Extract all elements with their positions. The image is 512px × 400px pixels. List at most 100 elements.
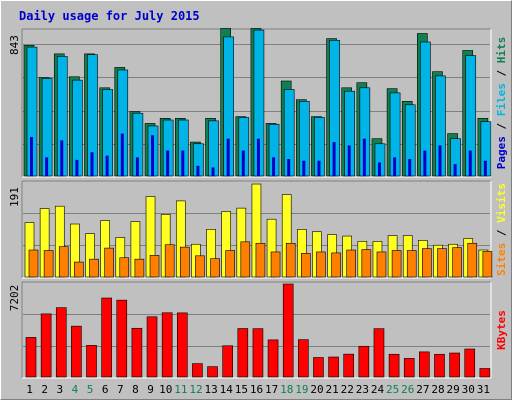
legend-entry-pages: Pages	[495, 136, 508, 169]
chart-title: Daily usage for July 2015	[19, 9, 200, 23]
x-tick-label: 22	[341, 383, 354, 396]
bar-kbytes-day-14	[222, 345, 233, 378]
bar-pages-day-4	[75, 159, 79, 176]
bar-kbytes-day-6	[101, 297, 112, 378]
bar-kbytes-day-1	[25, 337, 37, 378]
x-tick-label: 17	[265, 383, 278, 396]
bar-sites-day-14	[225, 250, 235, 278]
bar-pages-day-12	[196, 165, 200, 176]
bar-pages-day-10	[166, 150, 170, 176]
bar-pages-day-30	[468, 150, 472, 176]
bar-pages-day-3	[60, 140, 64, 176]
bar-kbytes-day-25	[388, 353, 400, 378]
bar-kbytes-day-31	[479, 368, 491, 378]
x-tick-label: 2	[41, 383, 48, 396]
x-tick-label: 28	[431, 383, 444, 396]
bar-pages-day-8	[135, 157, 139, 176]
bar-pages-day-26	[408, 159, 412, 176]
x-tick-label: 16	[250, 383, 263, 396]
bar-sites-day-30	[467, 242, 478, 278]
legend-entry-files: Files	[495, 83, 508, 116]
bar-kbytes-day-21	[328, 356, 339, 378]
x-tick-label: 23	[356, 383, 369, 396]
x-tick-label: 26	[401, 383, 414, 396]
bar-kbytes-day-13	[207, 366, 218, 378]
bar-pages-day-14	[226, 138, 230, 176]
bar-sites-day-10	[164, 244, 175, 278]
x-tick-label: 24	[371, 383, 385, 396]
legend-hits-files-pages: Pages / Files / Hits	[495, 37, 508, 170]
bar-sites-day-19	[301, 253, 311, 278]
bar-pages-day-25	[393, 157, 397, 176]
bar-pages-day-28	[438, 145, 442, 176]
bar-pages-day-19	[302, 160, 306, 176]
x-tick-label: 1	[26, 383, 33, 396]
bar-sites-day-13	[210, 258, 220, 278]
bar-sites-day-31	[482, 251, 493, 278]
bar-sites-day-18	[285, 242, 296, 278]
bar-sites-day-7	[119, 257, 130, 278]
bar-sites-day-24	[376, 251, 387, 278]
x-tick-label: 29	[447, 383, 460, 396]
bar-pages-day-17	[272, 157, 276, 176]
bar-sites-day-28	[437, 248, 447, 278]
bar-sites-day-22	[346, 249, 357, 278]
x-tick-label: 9	[147, 383, 154, 396]
bar-pages-day-5	[90, 152, 94, 176]
bar-kbytes-day-28	[434, 353, 445, 378]
bar-sites-day-11	[179, 246, 190, 278]
bar-kbytes-day-20	[313, 357, 324, 378]
bar-sites-day-9	[149, 255, 160, 278]
bar-kbytes-day-11	[176, 312, 188, 378]
bar-pages-day-13	[211, 167, 215, 176]
bar-kbytes-day-12	[192, 363, 203, 378]
bar-kbytes-day-8	[131, 327, 143, 378]
y-max-label-visits-sites: 191	[8, 187, 21, 207]
legend-kbytes: KBytes	[495, 310, 508, 350]
x-tick-label: 4	[72, 383, 79, 396]
x-tick-label: 3	[57, 383, 64, 396]
legend-entry-kbytes: KBytes	[495, 310, 508, 350]
bar-sites-day-20	[316, 251, 326, 278]
x-tick-label: 30	[462, 383, 475, 396]
bar-kbytes-day-2	[40, 313, 52, 378]
bar-kbytes-day-17	[267, 339, 279, 378]
x-tick-label: 8	[132, 383, 139, 396]
y-max-label-hits-files-pages: 843	[8, 35, 21, 55]
bar-pages-day-2	[45, 157, 49, 176]
bar-sites-day-4	[74, 261, 84, 278]
bar-kbytes-day-30	[464, 348, 476, 378]
bar-pages-day-18	[287, 159, 291, 176]
bar-pages-day-29	[453, 164, 457, 176]
bar-pages-day-15	[241, 150, 245, 176]
x-tick-label: 10	[159, 383, 172, 396]
bar-sites-day-3	[58, 246, 69, 278]
bar-sites-day-15	[240, 241, 251, 278]
bar-kbytes-day-7	[116, 299, 128, 378]
bar-sites-day-23	[361, 249, 372, 278]
x-tick-label: 31	[477, 383, 490, 396]
bar-kbytes-day-15	[237, 328, 249, 378]
bar-sites-day-2	[43, 250, 54, 278]
bar-kbytes-day-22	[343, 353, 355, 378]
bar-pages-day-27	[423, 150, 427, 176]
bar-pages-day-9	[151, 135, 155, 176]
x-tick-label: 11	[174, 383, 187, 396]
bar-sites-day-5	[89, 258, 99, 278]
legend-entry-hits: Hits	[495, 37, 508, 64]
bar-pages-day-24	[377, 162, 381, 176]
bar-sites-day-25	[391, 250, 402, 278]
bar-kbytes-day-16	[252, 328, 264, 378]
x-tick-label: 14	[220, 383, 234, 396]
x-tick-label: 13	[204, 383, 217, 396]
legend-visits-sites: Sites / Visits	[495, 183, 508, 276]
bar-kbytes-day-19	[298, 339, 309, 378]
bar-pages-day-20	[317, 160, 321, 176]
bar-sites-day-6	[104, 247, 114, 278]
x-tick-label: 15	[235, 383, 248, 396]
x-tick-label: 19	[295, 383, 308, 396]
bar-pages-day-6	[105, 155, 109, 176]
x-tick-label: 27	[416, 383, 429, 396]
x-tick-label: 6	[102, 383, 109, 396]
